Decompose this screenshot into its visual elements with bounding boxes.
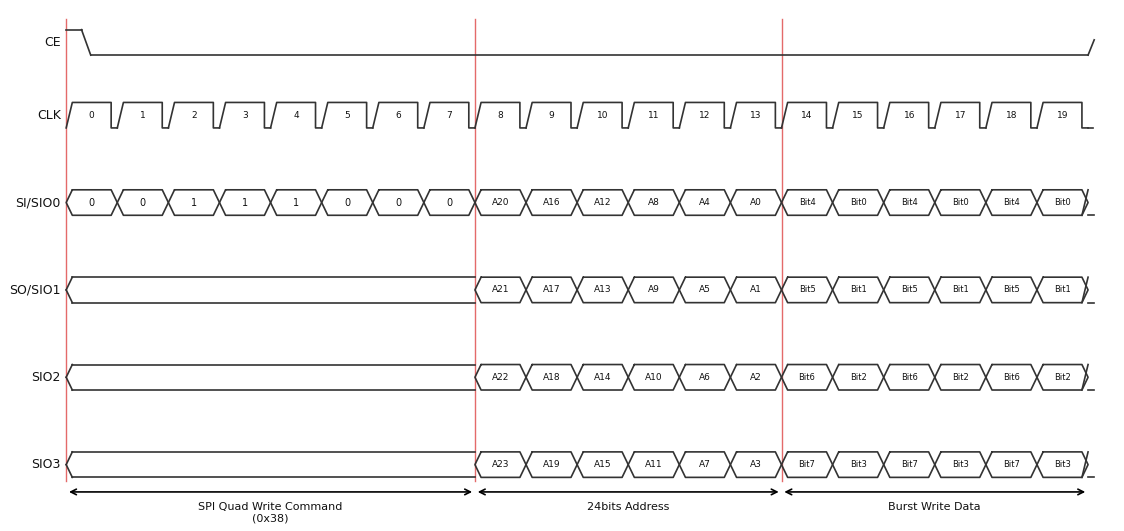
- Text: A18: A18: [543, 373, 561, 382]
- Text: Bit4: Bit4: [799, 198, 815, 207]
- Text: Bit7: Bit7: [1003, 460, 1019, 469]
- Text: 0: 0: [139, 198, 146, 208]
- Text: A21: A21: [491, 285, 509, 294]
- Text: 14: 14: [801, 110, 813, 119]
- Text: Bit6: Bit6: [799, 373, 816, 382]
- Text: 3: 3: [242, 110, 248, 119]
- Text: 6: 6: [396, 110, 401, 119]
- Text: Bit4: Bit4: [900, 198, 917, 207]
- Text: A20: A20: [491, 198, 509, 207]
- Text: A15: A15: [593, 460, 611, 469]
- Text: Bit3: Bit3: [952, 460, 969, 469]
- Text: 16: 16: [904, 110, 915, 119]
- Text: Bit0: Bit0: [1054, 198, 1071, 207]
- Text: CLK: CLK: [37, 109, 61, 122]
- Text: 4: 4: [293, 110, 299, 119]
- Text: Bit2: Bit2: [850, 373, 867, 382]
- Text: Burst Write Data: Burst Write Data: [888, 502, 981, 512]
- Text: SIO3: SIO3: [31, 458, 61, 471]
- Text: Bit1: Bit1: [1054, 285, 1071, 294]
- Text: 7: 7: [446, 110, 452, 119]
- Text: A22: A22: [492, 373, 509, 382]
- Text: A1: A1: [750, 285, 762, 294]
- Text: A5: A5: [699, 285, 710, 294]
- Text: 8: 8: [498, 110, 504, 119]
- Text: Bit3: Bit3: [850, 460, 867, 469]
- Text: 1: 1: [191, 198, 197, 208]
- Text: A3: A3: [750, 460, 762, 469]
- Text: Bit5: Bit5: [799, 285, 815, 294]
- Text: CE: CE: [44, 36, 61, 49]
- Text: A13: A13: [593, 285, 611, 294]
- Text: A16: A16: [543, 198, 561, 207]
- Text: 19: 19: [1057, 110, 1068, 119]
- Text: 0: 0: [396, 198, 401, 208]
- Text: SIO2: SIO2: [31, 371, 61, 384]
- Text: 12: 12: [699, 110, 710, 119]
- Text: Bit0: Bit0: [850, 198, 867, 207]
- Text: Bit4: Bit4: [1003, 198, 1019, 207]
- Text: A0: A0: [750, 198, 762, 207]
- Text: 2: 2: [191, 110, 197, 119]
- Text: A11: A11: [645, 460, 662, 469]
- Text: A19: A19: [543, 460, 561, 469]
- Text: 24bits Address: 24bits Address: [587, 502, 670, 512]
- Text: A14: A14: [593, 373, 611, 382]
- Text: 1: 1: [140, 110, 146, 119]
- Text: SPI Quad Write Command
(0x38): SPI Quad Write Command (0x38): [198, 502, 343, 524]
- Text: Bit7: Bit7: [799, 460, 816, 469]
- Text: Bit6: Bit6: [1003, 373, 1019, 382]
- Text: A9: A9: [647, 285, 660, 294]
- Text: 15: 15: [852, 110, 864, 119]
- Text: Bit2: Bit2: [952, 373, 969, 382]
- Text: 0: 0: [89, 110, 94, 119]
- Text: A23: A23: [491, 460, 509, 469]
- Text: 11: 11: [649, 110, 660, 119]
- Text: Bit2: Bit2: [1054, 373, 1071, 382]
- Text: Bit1: Bit1: [850, 285, 867, 294]
- Text: Bit1: Bit1: [952, 285, 969, 294]
- Text: A6: A6: [699, 373, 710, 382]
- Text: SI/SIO0: SI/SIO0: [16, 196, 61, 209]
- Text: Bit0: Bit0: [952, 198, 969, 207]
- Text: SO/SIO1: SO/SIO1: [9, 284, 61, 296]
- Text: A12: A12: [593, 198, 611, 207]
- Text: Bit5: Bit5: [1003, 285, 1019, 294]
- Text: 0: 0: [446, 198, 453, 208]
- Text: 5: 5: [344, 110, 350, 119]
- Text: 1: 1: [293, 198, 299, 208]
- Text: Bit6: Bit6: [900, 373, 917, 382]
- Text: Bit5: Bit5: [900, 285, 917, 294]
- Text: 0: 0: [89, 198, 94, 208]
- Text: A4: A4: [699, 198, 710, 207]
- Text: 18: 18: [1006, 110, 1017, 119]
- Text: A2: A2: [750, 373, 762, 382]
- Text: 17: 17: [954, 110, 967, 119]
- Text: A8: A8: [647, 198, 660, 207]
- Text: 0: 0: [344, 198, 351, 208]
- Text: Bit3: Bit3: [1054, 460, 1071, 469]
- Text: 13: 13: [750, 110, 762, 119]
- Text: Bit7: Bit7: [900, 460, 917, 469]
- Text: A7: A7: [699, 460, 710, 469]
- Text: 1: 1: [242, 198, 248, 208]
- Text: 9: 9: [549, 110, 554, 119]
- Text: A10: A10: [645, 373, 662, 382]
- Text: A17: A17: [543, 285, 561, 294]
- Text: 10: 10: [597, 110, 608, 119]
